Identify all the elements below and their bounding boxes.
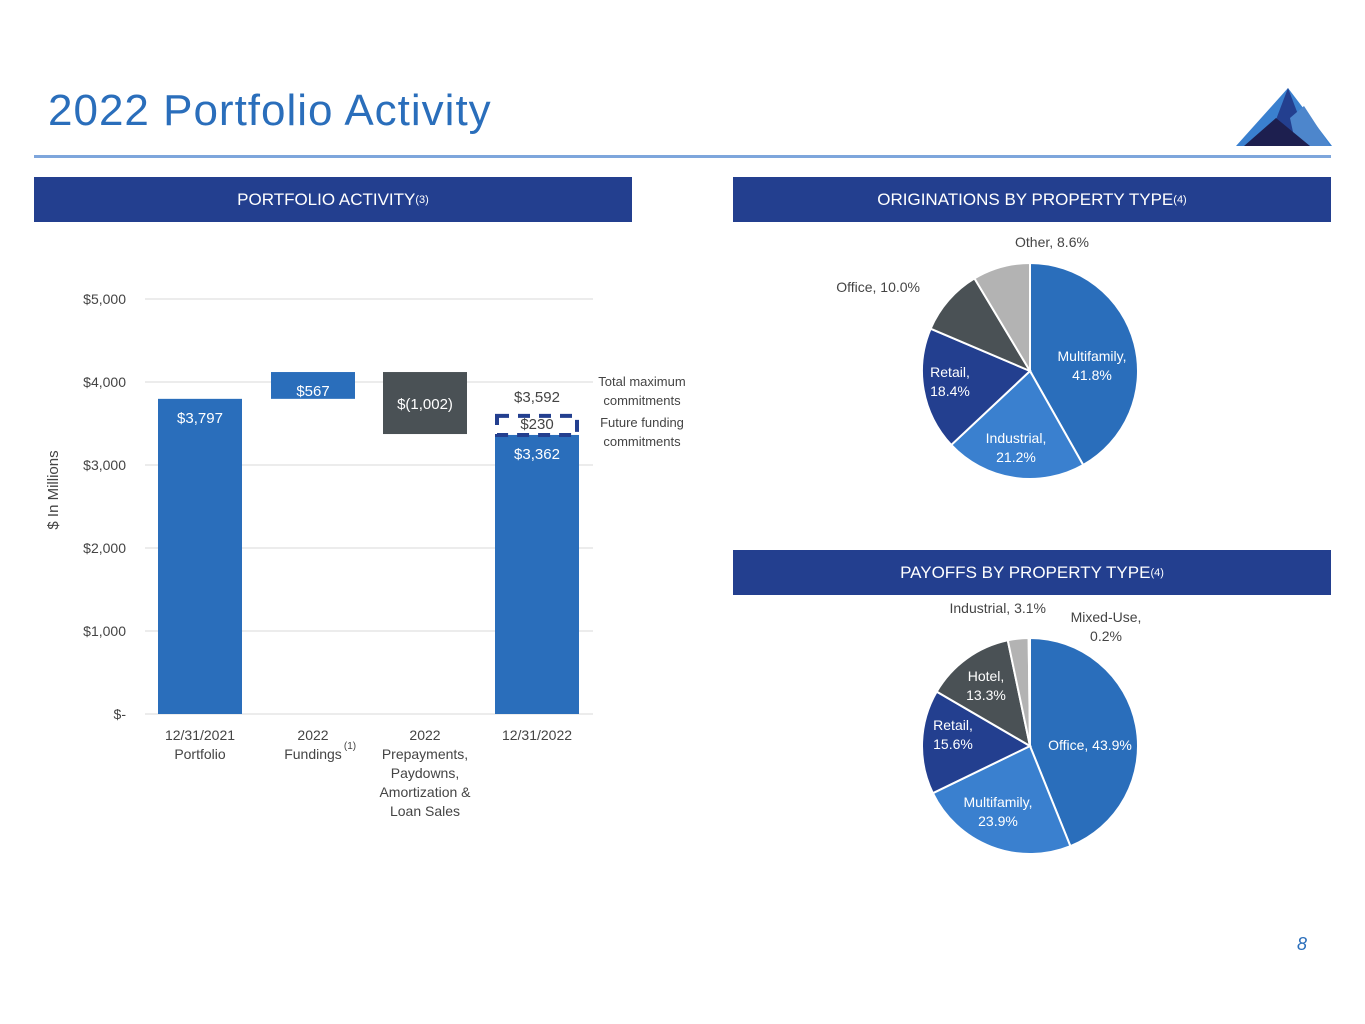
y-tick-label: $-: [114, 706, 127, 722]
slice-label: 41.8%: [1072, 367, 1112, 383]
pie-slice: [949, 369, 1085, 480]
bar-value-label: $3,797: [177, 410, 223, 427]
slice-label: Hotel,: [968, 668, 1005, 684]
x-tick-label: 12/31/2022: [502, 727, 572, 743]
x-tick-label: Loan Sales: [390, 803, 460, 819]
future-funding-box: [495, 413, 579, 437]
pie-slice: [1029, 261, 1139, 467]
slice-label: Industrial, 3.1%: [950, 600, 1047, 616]
slice-label: 0.2%: [1090, 628, 1122, 644]
pie-slice: [1027, 636, 1031, 747]
portfolio-activity-header: PORTFOLIO ACTIVITY (3): [34, 177, 632, 222]
slice-label: 21.2%: [996, 449, 1036, 465]
y-tick-label: $5,000: [83, 291, 126, 307]
header-text: ORIGINATIONS BY PROPERTY TYPE: [877, 189, 1174, 209]
bar: [383, 372, 467, 435]
annotation: commitments: [603, 393, 681, 408]
footnote: (4): [1150, 566, 1164, 579]
pie-slice: [931, 744, 1072, 855]
x-tick-label: 2022: [409, 727, 440, 743]
payoffs-header: PAYOFFS BY PROPERTY TYPE (4): [733, 550, 1331, 595]
footnote: (3): [415, 193, 429, 206]
slice-label: Office, 10.0%: [836, 279, 920, 295]
header-text: PORTFOLIO ACTIVITY: [237, 189, 416, 209]
footnote: (4): [1173, 193, 1187, 206]
slice-label: Multifamily,: [964, 794, 1033, 810]
x-tick-label: Amortization &: [379, 784, 471, 800]
y-tick-label: $4,000: [83, 374, 126, 390]
annotation: commitments: [603, 434, 681, 449]
pie-slice: [935, 639, 1032, 748]
slice-label: Retail,: [933, 717, 973, 733]
slice-label: 13.3%: [966, 687, 1006, 703]
x-tick-label: 12/31/2021: [165, 727, 235, 743]
pie-slice: [921, 327, 1032, 447]
slice-label: 23.9%: [978, 813, 1018, 829]
annotation: Total maximum: [598, 374, 685, 389]
footnote: (1): [344, 741, 356, 752]
x-tick-label: 2022: [297, 727, 328, 743]
pie-slice: [973, 261, 1031, 375]
page-title: 2022 Portfolio Activity: [48, 86, 492, 135]
slice-label: Office, 43.9%: [1048, 737, 1132, 753]
slice-label: Mixed-Use,: [1071, 609, 1142, 625]
pie-slice: [921, 690, 1033, 795]
x-tick-label: Paydowns,: [391, 765, 459, 781]
x-tick-label: Portfolio: [174, 746, 226, 762]
bar-value-label: $567: [296, 383, 329, 400]
slice-label: 18.4%: [930, 383, 970, 399]
slice-label: Multifamily,: [1058, 348, 1127, 364]
annotation: Future funding: [600, 415, 684, 430]
bar: [271, 372, 355, 399]
slice-label: Retail,: [930, 364, 970, 380]
slice-label: 15.6%: [933, 736, 973, 752]
logo-icon: [1236, 88, 1332, 146]
slice-label: Other, 8.6%: [1015, 234, 1089, 250]
bar-value-label: $(1,002): [397, 396, 453, 413]
bar: [495, 434, 579, 714]
y-tick-label: $2,000: [83, 540, 126, 556]
total-max-label: $3,592: [514, 389, 560, 406]
y-tick-label: $3,000: [83, 457, 126, 473]
y-axis-label: $ In Millions: [45, 450, 62, 529]
x-tick-label: Prepayments,: [382, 746, 468, 762]
title-divider: [34, 155, 1331, 158]
future-funding-label: $230: [520, 416, 553, 433]
slice-label: Industrial,: [986, 430, 1047, 446]
bar-value-label: $3,362: [514, 446, 560, 463]
originations-header: ORIGINATIONS BY PROPERTY TYPE (4): [733, 177, 1331, 222]
pie-slice: [1029, 636, 1140, 848]
x-tick-label: Fundings: [284, 746, 342, 762]
header-text: PAYOFFS BY PROPERTY TYPE: [900, 562, 1151, 582]
page-number: 8: [1296, 934, 1307, 954]
bar: [158, 398, 242, 714]
y-tick-label: $1,000: [83, 623, 126, 639]
